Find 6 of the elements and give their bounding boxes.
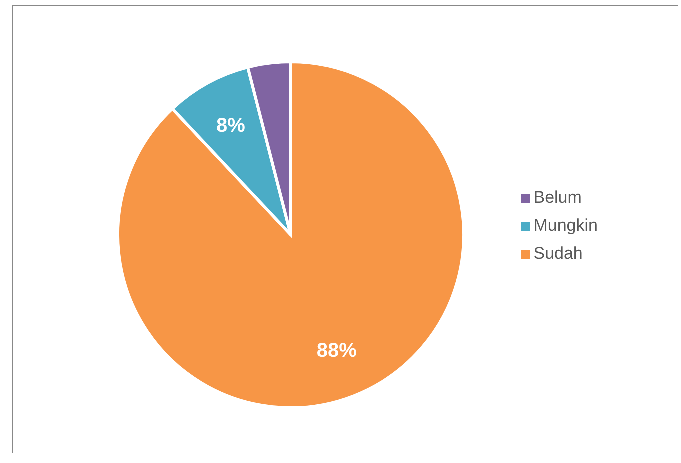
legend-label: Sudah [534,244,583,263]
legend-label: Mungkin [534,216,598,235]
data-label: 88% [316,340,358,362]
data-label: 8% [216,114,246,137]
legend-label: Belum [534,188,582,207]
pie-slice [116,60,466,410]
